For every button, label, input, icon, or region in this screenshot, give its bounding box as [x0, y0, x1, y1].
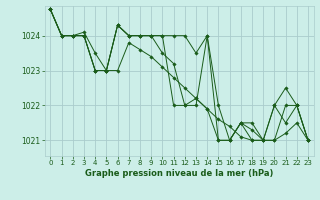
X-axis label: Graphe pression niveau de la mer (hPa): Graphe pression niveau de la mer (hPa) [85, 169, 273, 178]
